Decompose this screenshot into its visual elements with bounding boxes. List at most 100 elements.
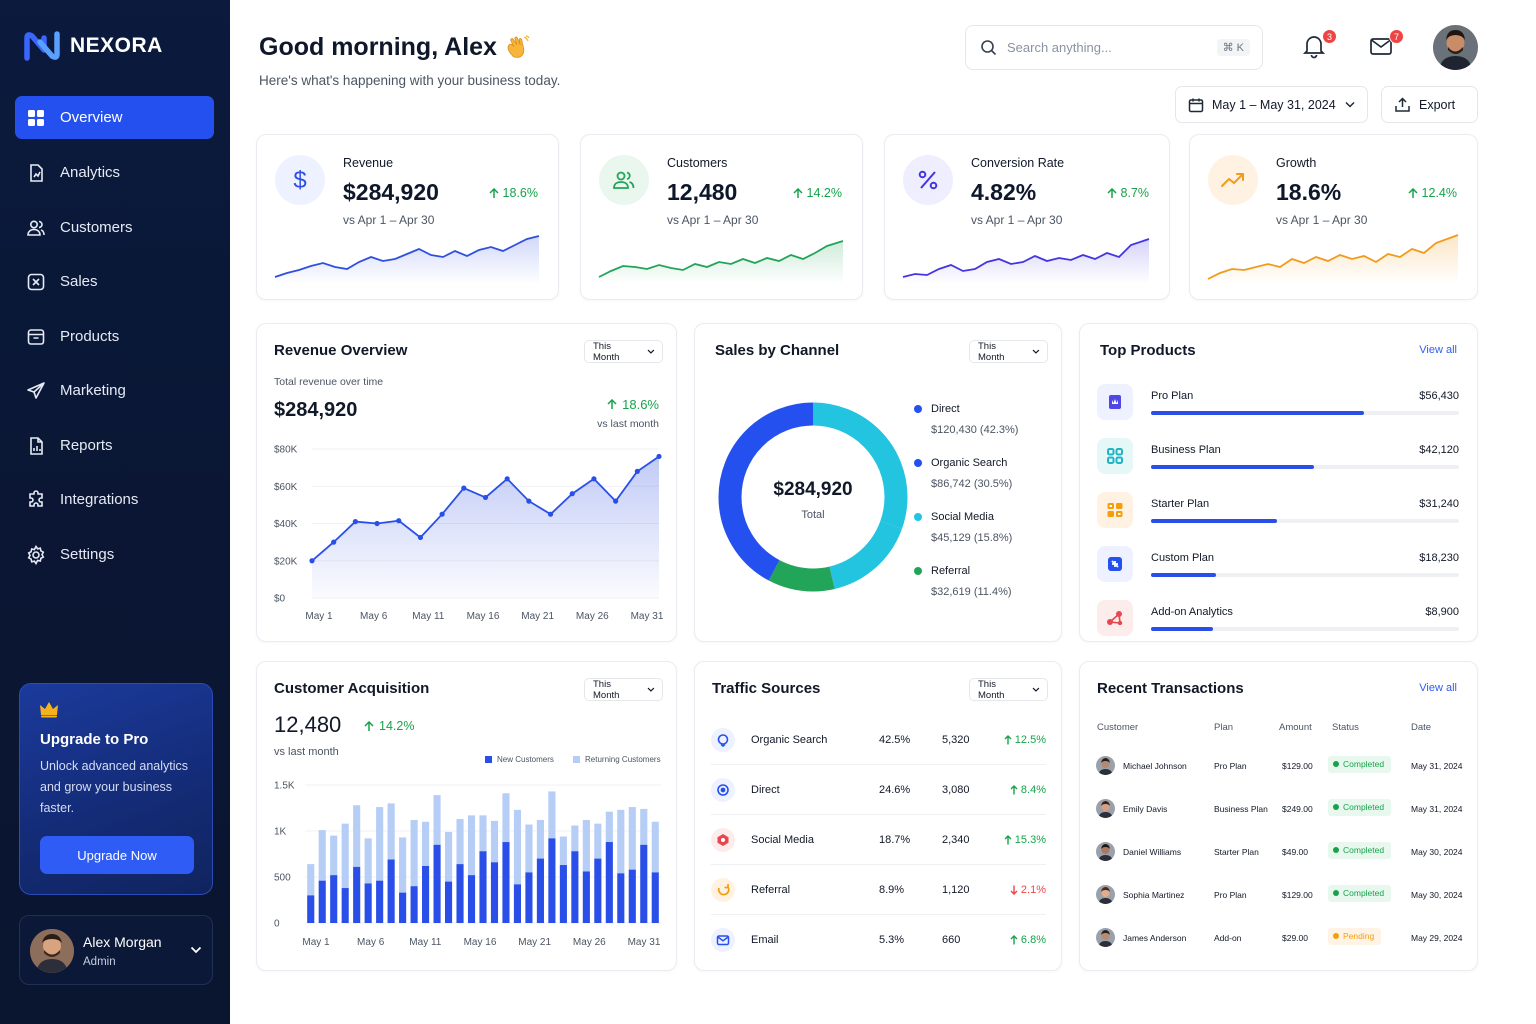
kpi-change-value: 12.4%: [1421, 186, 1457, 200]
bar-new-customers: [307, 895, 315, 923]
customer-name: Sophia Martinez: [1123, 890, 1185, 900]
bar-returning-customers: [387, 803, 395, 860]
y-tick-label: 500: [274, 873, 291, 884]
column-header-plan: Plan: [1214, 722, 1234, 733]
search-input[interactable]: [1007, 40, 1197, 55]
table-row[interactable]: Emily Davis Business Plan $249.00 Completed…: [1096, 799, 1466, 819]
bar-returning-customers: [467, 815, 476, 876]
user-profile-menu[interactable]: Alex Morgan Admin: [19, 915, 213, 985]
traffic-row[interactable]: Direct 24.6% 3,080 8.4%: [711, 765, 1046, 815]
revenue-point: [374, 520, 380, 527]
product-progress-fill: [1151, 465, 1315, 469]
traffic-row[interactable]: Social Media 18.7% 2,340 15.3%: [711, 815, 1046, 865]
sidebar-item-integrations[interactable]: Integrations: [15, 478, 214, 521]
plan-name: Pro Plan: [1214, 890, 1247, 900]
search-box[interactable]: ⌘ K: [965, 25, 1263, 70]
brand-logo[interactable]: NEXORA: [24, 30, 163, 62]
bar-new-customers: [502, 842, 510, 923]
bar-new-customers: [456, 864, 464, 923]
product-row[interactable]: Pro Plan $56,430: [1097, 384, 1459, 424]
traffic-row[interactable]: Organic Search 42.5% 5,320 12.5%: [711, 715, 1046, 765]
upgrade-now-button[interactable]: Upgrade Now: [40, 836, 194, 874]
bar-returning-customers: [582, 819, 590, 872]
channel-filter-select[interactable]: This Month: [969, 340, 1048, 363]
revenue-point: [613, 498, 619, 504]
traffic-row[interactable]: Referral 8.9% 1,120 2.1%: [711, 865, 1046, 915]
bar-new-customers: [640, 844, 648, 923]
bar-new-customers: [410, 886, 418, 923]
y-tick-label: $0: [274, 594, 286, 605]
arrow-up-icon: [1004, 835, 1012, 845]
notifications-button[interactable]: 3: [1301, 29, 1337, 63]
kpi-card-revenue: $ Revenue $284,920 18.6% vs Apr 1 – Apr …: [256, 134, 559, 300]
product-name: Business Plan: [1151, 444, 1221, 456]
search-shortcut: ⌘ K: [1216, 39, 1250, 56]
legend-referral: Referral $32,619 (11.4%): [914, 565, 1012, 598]
trend-up-icon: [1208, 155, 1258, 205]
kpi-change-value: 18.6%: [502, 186, 538, 200]
product-row[interactable]: Add-on Analytics $8,900: [1097, 600, 1459, 640]
kpi-card-growth: Growth 18.6% 12.4% vs Apr 1 – Apr 30: [1189, 134, 1478, 300]
product-value: $56,430: [1419, 390, 1459, 402]
bar-returning-customers: [536, 819, 544, 859]
bar-returning-customers: [513, 809, 522, 885]
kpi-change: 18.6%: [489, 186, 538, 200]
bar-new-customers: [399, 892, 407, 923]
y-tick-label: 1K: [274, 827, 287, 838]
referral-icon: [711, 878, 735, 902]
traffic-filter-select[interactable]: This Month: [969, 678, 1048, 701]
recent-transactions-card: Recent Transactions View all Customer Pl…: [1079, 661, 1478, 971]
product-row[interactable]: Custom Plan $18,230: [1097, 546, 1459, 586]
social-icon: [711, 828, 735, 852]
table-row[interactable]: James Anderson Add-on $29.00 Pending May 29,…: [1096, 928, 1466, 948]
upgrade-card: Upgrade to Pro Unlock advanced analytics…: [19, 683, 213, 895]
sidebar-item-customers[interactable]: Customers: [15, 206, 214, 249]
legend-new-customers: New Customers: [485, 755, 554, 764]
column-header-customer: Customer: [1097, 722, 1139, 733]
status-badge: Completed: [1328, 885, 1392, 902]
product-progress-fill: [1151, 573, 1216, 577]
sidebar-item-products[interactable]: Products: [15, 315, 214, 358]
traffic-percent: 42.5%: [879, 734, 911, 746]
product-name: Add-on Analytics: [1151, 606, 1233, 618]
product-row[interactable]: Business Plan $42,120: [1097, 438, 1459, 478]
x-tick-label: May 16: [464, 937, 497, 948]
sidebar-item-overview[interactable]: Overview: [15, 96, 214, 139]
revenue-point: [634, 468, 640, 474]
sidebar-item-label: Analytics: [60, 164, 121, 181]
amount: $129.00: [1282, 890, 1313, 900]
export-button[interactable]: Export: [1381, 86, 1478, 123]
legend-organic-search: Organic Search $86,742 (30.5%): [914, 457, 1012, 490]
revenue-filter-select[interactable]: This Month: [584, 340, 663, 363]
revenue-area: [312, 456, 659, 598]
table-row[interactable]: Daniel Williams Starter Plan $49.00 Complet…: [1096, 842, 1466, 862]
donut-segment-referral[interactable]: [718, 402, 908, 592]
table-row[interactable]: Sophia Martinez Pro Plan $129.00 Completed M…: [1096, 885, 1466, 905]
date-range-picker[interactable]: May 1 – May 31, 2024: [1175, 86, 1368, 123]
sidebar-item-sales[interactable]: Sales: [15, 260, 214, 303]
table-row[interactable]: Michael Johnson Pro Plan $129.00 Completed M…: [1096, 756, 1466, 776]
transactions-view-all-link[interactable]: View all: [1419, 682, 1457, 694]
transaction-date: May 29, 2024: [1411, 933, 1463, 943]
upload-icon: [1395, 96, 1410, 112]
arrow-up-icon: [1010, 785, 1018, 795]
messages-button[interactable]: 7: [1368, 29, 1404, 63]
status-badge: Completed: [1328, 799, 1392, 816]
avatar[interactable]: [1433, 25, 1478, 70]
x-tick-label: May 11: [412, 611, 444, 622]
sidebar-item-analytics[interactable]: Analytics: [15, 151, 214, 194]
product-row[interactable]: Starter Plan $31,240: [1097, 492, 1459, 532]
acquisition-filter-select[interactable]: This Month: [584, 678, 663, 701]
avatar: [1096, 842, 1115, 861]
bar-returning-customers: [330, 835, 338, 876]
bar-returning-customers: [353, 805, 361, 867]
sidebar-item-reports[interactable]: Reports: [15, 424, 214, 467]
top-products-view-all-link[interactable]: View all: [1419, 344, 1457, 356]
sidebar-item-settings[interactable]: Settings: [15, 533, 214, 576]
revenue-point: [396, 518, 402, 524]
sidebar-item-marketing[interactable]: Marketing: [15, 369, 214, 412]
donut-segment-direct[interactable]: [718, 402, 908, 592]
status-badge: Completed: [1328, 842, 1392, 859]
chevron-down-icon: [190, 946, 202, 954]
traffic-row[interactable]: Email 5.3% 660 6.8%: [711, 915, 1046, 965]
